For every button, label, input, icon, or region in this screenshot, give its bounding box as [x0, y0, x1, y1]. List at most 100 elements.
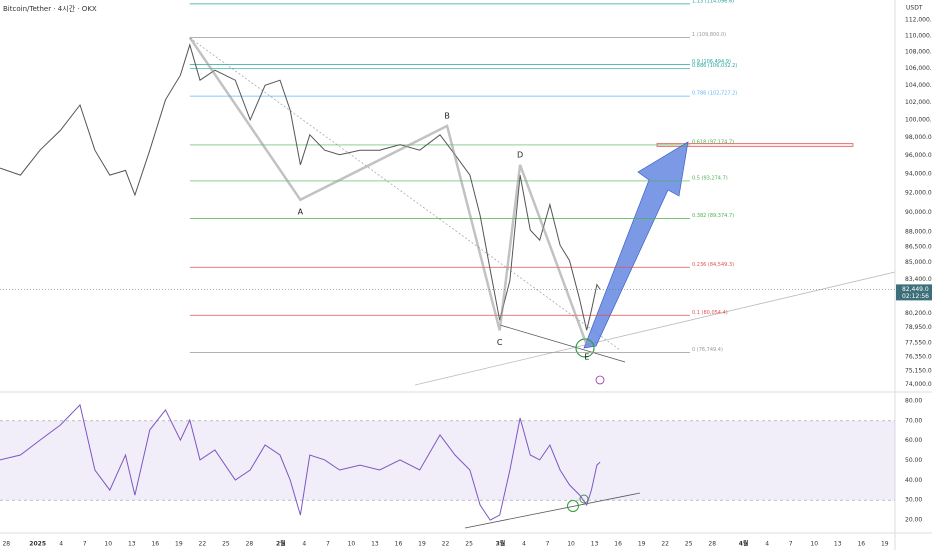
x-tick-label: 13 [591, 541, 599, 548]
chart-title: Bitcoin/Tether · 4시간 · OKX [3, 4, 97, 13]
y-tick-label: 110,000.0 [905, 33, 932, 40]
pattern-label: E [584, 352, 589, 361]
x-tick-label: 10 [810, 541, 818, 548]
last-price-label: 82,449.0 [902, 286, 929, 293]
channel-line [499, 324, 626, 363]
fib-label: 0.9 (106,494.9) [692, 59, 731, 65]
x-tick-label: 7 [326, 541, 330, 548]
y-tick-label: 98,000.0 [905, 134, 932, 141]
x-tick-label: 19 [638, 541, 646, 548]
y-tick-label: 92,000.0 [905, 190, 932, 197]
x-tick-label: 4 [302, 541, 306, 548]
x-tick-label: 19 [418, 541, 426, 548]
x-tick-label: 16 [857, 541, 865, 548]
price-line [0, 43, 601, 331]
x-tick-label: 7 [546, 541, 550, 548]
x-tick-label: 2025 [29, 541, 46, 548]
x-tick-label: 2월 [276, 540, 286, 548]
rsi-circle [579, 494, 589, 504]
y-tick-label: 77,550.0 [905, 340, 932, 347]
rsi-band [0, 420, 895, 501]
y-tick-label: 80.00 [905, 397, 922, 404]
fib-label: 0 (76,749.4) [692, 347, 723, 353]
x-tick-label: 4 [59, 541, 63, 548]
x-tick-label: 16 [395, 541, 403, 548]
pattern-label: A [298, 207, 304, 216]
dotted-trendline [189, 37, 621, 351]
x-tick-label: 16 [151, 541, 159, 548]
fib-label: 0.1 (80,054.4) [692, 310, 728, 316]
y-tick-label: 20.00 [905, 517, 922, 524]
x-tick-label: 3월 [496, 540, 506, 548]
last-price-box [896, 284, 932, 301]
x-tick-label: 13 [371, 541, 379, 548]
rsi-line [0, 403, 601, 521]
fib-label: 0.786 (102,727.2) [692, 91, 737, 97]
fib-label: 0.5 (93,274.7) [692, 175, 728, 181]
x-tick-label: 4월 [739, 540, 749, 548]
x-tick-label: 10 [567, 541, 575, 548]
x-tick-label: 13 [128, 541, 136, 548]
pattern-label: B [444, 111, 450, 120]
y-tick-label: 112,000.0 [905, 17, 932, 24]
y-tick-label: 96,000.0 [905, 152, 932, 159]
fib-label: 1.13 (114,096.6) [692, 0, 734, 4]
y-tick-label: 90,000.0 [905, 209, 932, 216]
x-tick-label: 13 [834, 541, 842, 548]
y-tick-label: 86,500.0 [905, 244, 932, 251]
y-tick-label: 83,400.0 [905, 276, 932, 283]
event-icon [595, 375, 605, 385]
y-tick-label: 106,000.0 [905, 65, 932, 72]
y-tick-label: 74,000.0 [905, 381, 932, 388]
y-tick-label: 60.00 [905, 437, 922, 444]
y-tick-label: 30.00 [905, 497, 922, 504]
harmonic-pattern [188, 36, 588, 346]
support-trendline [414, 271, 896, 386]
fib-label: 0.236 (84,549.3) [692, 262, 734, 268]
y-tick-label: 76,350.0 [905, 353, 932, 360]
y-tick-label: 85,000.0 [905, 259, 932, 266]
x-tick-label: 10 [104, 541, 112, 548]
x-tick-label: 19 [881, 541, 889, 548]
fib-label: 0.886 (106,032.2) [692, 63, 737, 69]
y-tick-label: 108,000.0 [905, 49, 932, 56]
x-tick-label: 19 [175, 541, 183, 548]
x-tick-label: 10 [348, 541, 356, 548]
y-tick-label: 80,200.0 [905, 310, 932, 317]
x-tick-label: 28 [2, 541, 10, 548]
y-tick-label: 40.00 [905, 477, 922, 484]
x-tick-label: 7 [83, 541, 87, 548]
y-tick-label: 104,000.0 [905, 82, 932, 89]
fib-label: 1 (109,800.0) [692, 32, 726, 38]
y-tick-label: 50.00 [905, 457, 922, 464]
x-tick-label: 25 [222, 541, 230, 548]
countdown-label: 02:12:56 [902, 293, 929, 300]
projection-arrow [583, 141, 689, 349]
rsi-trendline [464, 492, 641, 529]
currency-label: USDT [906, 5, 923, 12]
x-tick-label: 25 [465, 541, 473, 548]
x-tick-label: 4 [765, 541, 769, 548]
y-tick-label: 100,000.0 [905, 116, 932, 123]
x-tick-label: 28 [246, 541, 254, 548]
x-tick-label: 16 [614, 541, 622, 548]
pattern-label: D [517, 150, 523, 159]
y-tick-label: 70.00 [905, 417, 922, 424]
x-tick-label: 7 [789, 541, 793, 548]
y-tick-label: 94,000.0 [905, 171, 932, 178]
y-tick-label: 75,150.0 [905, 367, 932, 374]
pattern-label: C [497, 338, 503, 347]
x-tick-label: 28 [708, 541, 716, 548]
x-tick-label: 22 [442, 541, 450, 548]
fib-label: 0.618 (97,174.7) [692, 139, 734, 145]
x-tick-label: 4 [522, 541, 526, 548]
x-tick-label: 25 [685, 541, 693, 548]
x-tick-label: 22 [199, 541, 207, 548]
y-tick-label: 78,950.0 [905, 324, 932, 331]
y-tick-label: 88,000.0 [905, 229, 932, 236]
fib-label: 0.382 (89,374.7) [692, 213, 734, 219]
x-tick-label: 22 [661, 541, 669, 548]
y-tick-label: 102,000.0 [905, 99, 932, 106]
